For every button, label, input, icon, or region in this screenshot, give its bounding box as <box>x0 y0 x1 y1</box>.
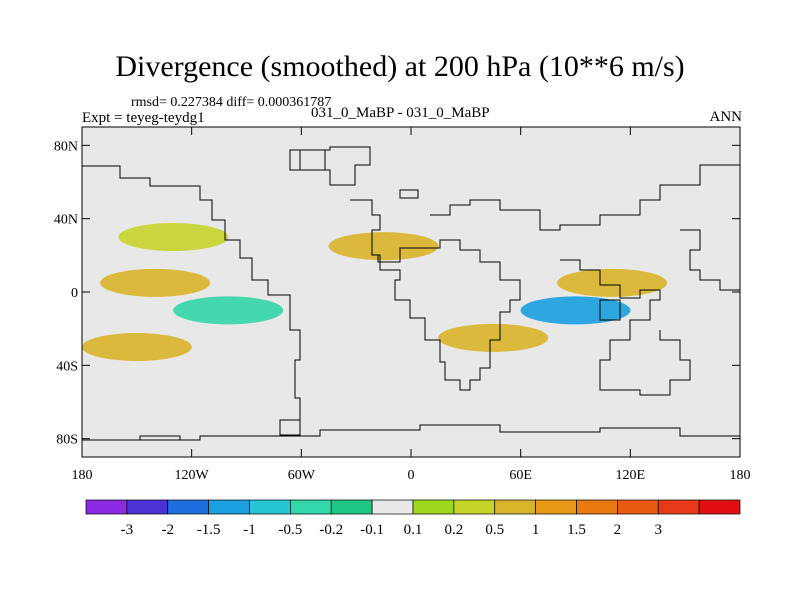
x-tick-label-6: 180 <box>730 468 751 483</box>
colorbar-label-6: -0.1 <box>360 522 384 538</box>
colorbar-label-10: 1 <box>532 522 540 538</box>
x-tick-label-2: 60W <box>288 468 316 483</box>
y-tick-label-2: 0 <box>71 286 78 301</box>
colorbar-swatch-9 <box>453 499 496 515</box>
colorbar-swatch-5 <box>290 499 332 515</box>
continent-outlines <box>82 146 740 441</box>
x-tick-label-4: 60E <box>509 468 532 483</box>
colorbar-label-7: 0.1 <box>404 522 423 538</box>
field-southern-pacific-positive <box>82 333 192 361</box>
colorbar-label-8: 0.2 <box>445 522 464 538</box>
colorbar-label-13: 3 <box>655 522 663 538</box>
colorbar-label-2: -1.5 <box>197 522 221 538</box>
colorbar-swatch-1 <box>126 499 169 515</box>
colorbar-swatch-10 <box>494 499 536 515</box>
season-label: ANN <box>709 109 743 125</box>
y-axis: 80N 40N 0 40S 80S <box>54 139 740 448</box>
colorbar-swatch-2 <box>167 499 209 515</box>
colorbar-swatch-7 <box>371 499 414 515</box>
colorbar-swatch-6 <box>330 499 373 515</box>
field-north-atlantic-positive-band <box>328 232 439 261</box>
stats-label: rmsd= 0.227384 diff= 0.000361787 <box>131 95 332 110</box>
colorbar-swatch-8 <box>412 499 455 515</box>
colorbar: -3 -2 -1.5 -1 -0.5 -0.2 -0.1 0.1 0.2 0.5 1 1.5 2 3 <box>85 499 741 538</box>
x-tick-label-0: 180 <box>72 468 93 483</box>
colorbar-label-12: 2 <box>614 522 622 538</box>
colorbar-label-0: -3 <box>121 522 134 538</box>
x-tick-label-3: 0 <box>408 468 415 483</box>
field-north-pacific-positive-band <box>118 223 229 251</box>
colorbar-label-5: -0.2 <box>319 522 343 538</box>
field-equatorial-indian-negative <box>520 296 631 325</box>
x-tick-label-1: 120W <box>175 468 210 483</box>
chart-title: Divergence (smoothed) at 200 hPa (10**6 … <box>115 50 685 83</box>
colorbar-swatch-0 <box>85 499 128 515</box>
x-axis: 180 120W 60W 0 60E 120E 180 <box>72 127 751 483</box>
colorbar-swatch-12 <box>576 499 618 515</box>
colorbar-swatch-11 <box>535 499 577 515</box>
case-label: 031_0_MaBP - 031_0_MaBP <box>311 105 490 121</box>
colorbar-swatch-3 <box>208 499 250 515</box>
colorbar-swatch-15 <box>698 499 741 515</box>
field-southern-indian-positive <box>438 323 549 352</box>
y-tick-label-1: 40N <box>54 213 78 228</box>
colorbar-swatch-14 <box>657 499 700 515</box>
colorbar-swatch-13 <box>617 499 659 515</box>
field-south-pacific-negative-band <box>173 296 284 325</box>
y-tick-label-3: 40S <box>56 359 78 374</box>
experiment-label: Expt = teyeg-teydg1 <box>82 110 205 126</box>
y-tick-label-0: 80N <box>54 139 78 154</box>
x-tick-label-5: 120E <box>616 468 646 483</box>
divergence-field <box>82 223 668 361</box>
colorbar-label-3: -1 <box>243 522 256 538</box>
colorbar-label-1: -2 <box>162 522 175 538</box>
colorbar-swatch-4 <box>249 499 291 515</box>
colorbar-label-9: 0.5 <box>485 522 504 538</box>
field-tropical-pacific-itcz-positive <box>100 268 211 297</box>
colorbar-label-11: 1.5 <box>567 522 586 538</box>
colorbar-label-4: -0.5 <box>279 522 303 538</box>
y-tick-label-4: 80S <box>56 433 78 448</box>
field-maritime-continent-positive <box>557 268 668 297</box>
